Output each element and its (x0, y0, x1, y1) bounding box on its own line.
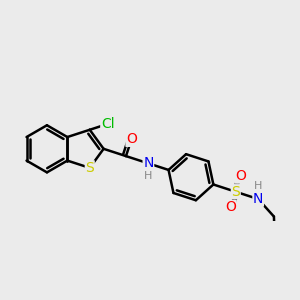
Text: H: H (144, 171, 153, 181)
Text: N: N (143, 156, 154, 170)
Text: H: H (254, 181, 262, 191)
Text: O: O (225, 200, 236, 214)
Text: N: N (253, 192, 263, 206)
Text: O: O (236, 169, 246, 183)
Text: O: O (126, 132, 137, 146)
Text: S: S (231, 185, 240, 199)
Text: S: S (85, 161, 94, 175)
Text: Cl: Cl (101, 117, 115, 131)
